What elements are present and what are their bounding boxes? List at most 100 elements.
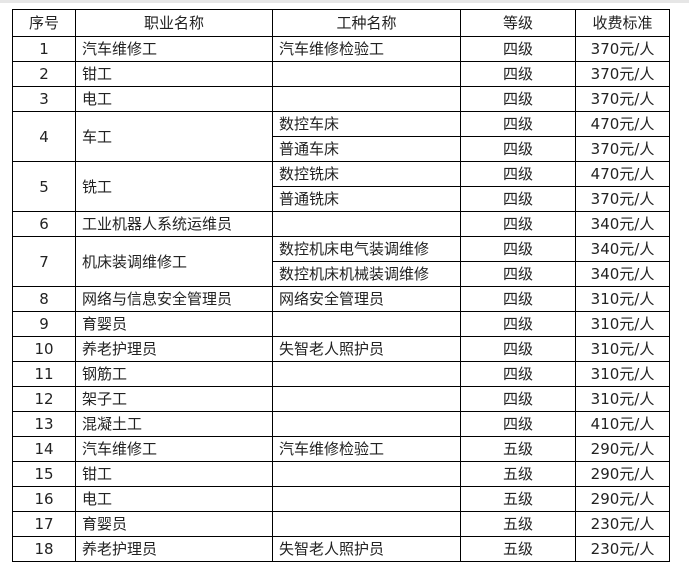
cell-type <box>272 486 461 512</box>
cell-job: 钳工 <box>75 461 273 487</box>
cell-no: 13 <box>12 411 76 437</box>
cell-fee: 310元/人 <box>575 336 670 362</box>
cell-job: 网络与信息安全管理员 <box>75 286 273 312</box>
cell-no: 11 <box>12 361 76 387</box>
table-row: 4 车工 数控车床 四级 470元/人 <box>12 111 670 162</box>
table-row: 1 汽车维修工 汽车维修检验工 四级 370元/人 <box>12 36 670 62</box>
table-row: 9 育婴员 四级 310元/人 <box>12 311 670 337</box>
table-row: 8 网络与信息安全管理员 网络安全管理员 四级 310元/人 <box>12 286 670 312</box>
cell-type: 普通铣床 <box>272 186 461 212</box>
table-row: 7 机床装调维修工 数控机床电气装调维修 四级 340元/人 <box>12 236 670 287</box>
cell-job: 育婴员 <box>75 511 273 537</box>
cell-job: 架子工 <box>75 386 273 412</box>
cell-fee: 470元/人 <box>575 111 670 137</box>
cell-job: 育婴员 <box>75 311 273 337</box>
cell-fee: 370元/人 <box>575 136 670 162</box>
table-row: 普通车床 四级 370元/人 <box>13 136 670 162</box>
cell-fee: 230元/人 <box>575 536 670 562</box>
header-fee: 收费标准 <box>575 9 670 37</box>
cell-type: 失智老人照护员 <box>272 336 461 362</box>
header-type: 工种名称 <box>272 9 461 37</box>
cell-type <box>272 211 461 237</box>
cell-type <box>272 361 461 387</box>
header-no: 序号 <box>12 9 76 37</box>
cell-level: 四级 <box>460 111 576 137</box>
cell-job: 汽车维修工 <box>75 36 273 62</box>
table-row: 5 铣工 数控铣床 四级 470元/人 <box>12 161 670 212</box>
cell-fee: 340元/人 <box>575 261 670 287</box>
table-row: 16 电工 五级 290元/人 <box>12 486 670 512</box>
cell-level: 四级 <box>460 336 576 362</box>
cell-level: 四级 <box>460 136 576 162</box>
cell-type: 汽车维修检验工 <box>272 36 461 62</box>
table-row: 6 工业机器人系统运维员 四级 340元/人 <box>12 211 670 237</box>
cell-no: 17 <box>12 511 76 537</box>
cell-type: 网络安全管理员 <box>272 286 461 312</box>
table-row: 数控机床机械装调维修 四级 340元/人 <box>13 261 670 287</box>
table-row: 2 钳工 四级 370元/人 <box>12 61 670 87</box>
cell-type: 数控铣床 <box>272 161 461 187</box>
cell-level: 四级 <box>460 236 576 262</box>
cell-level: 五级 <box>460 436 576 462</box>
cell-fee: 370元/人 <box>575 61 670 87</box>
cell-level: 四级 <box>460 261 576 287</box>
cell-fee: 340元/人 <box>575 236 670 262</box>
cell-fee: 370元/人 <box>575 186 670 212</box>
cell-level: 四级 <box>460 311 576 337</box>
cell-type: 数控机床机械装调维修 <box>272 261 461 287</box>
cell-level: 五级 <box>460 511 576 537</box>
cell-job: 电工 <box>75 86 273 112</box>
cell-type <box>272 411 461 437</box>
header-level: 等级 <box>460 9 576 37</box>
cell-fee: 310元/人 <box>575 361 670 387</box>
cell-fee: 310元/人 <box>575 311 670 337</box>
cell-level: 四级 <box>460 411 576 437</box>
cell-no: 12 <box>12 386 76 412</box>
cell-level: 四级 <box>460 36 576 62</box>
cell-job: 铣工 <box>75 161 273 212</box>
cell-fee: 290元/人 <box>575 461 670 487</box>
table-row: 17 育婴员 五级 230元/人 <box>12 511 670 537</box>
table-row: 普通铣床 四级 370元/人 <box>13 186 670 212</box>
header-row: 序号 职业名称 工种名称 等级 收费标准 <box>12 9 670 37</box>
table-row: 13 混凝土工 四级 410元/人 <box>12 411 670 437</box>
cell-type: 数控车床 <box>272 111 461 137</box>
cell-fee: 410元/人 <box>575 411 670 437</box>
cell-type: 普通车床 <box>272 136 461 162</box>
cell-job: 电工 <box>75 486 273 512</box>
cell-level: 五级 <box>460 486 576 512</box>
cell-type: 汽车维修检验工 <box>272 436 461 462</box>
cell-job: 钳工 <box>75 61 273 87</box>
cell-type <box>272 461 461 487</box>
cell-fee: 370元/人 <box>575 86 670 112</box>
cell-level: 四级 <box>460 186 576 212</box>
table-row: 11 钢筋工 四级 310元/人 <box>12 361 670 387</box>
cell-job: 养老护理员 <box>75 336 273 362</box>
cell-level: 四级 <box>460 211 576 237</box>
cell-job: 工业机器人系统运维员 <box>75 211 273 237</box>
cell-level: 四级 <box>460 361 576 387</box>
header-job: 职业名称 <box>75 9 273 37</box>
cell-level: 四级 <box>460 161 576 187</box>
cell-level: 五级 <box>460 461 576 487</box>
cell-type <box>272 511 461 537</box>
cell-no: 14 <box>12 436 76 462</box>
cell-no: 16 <box>12 486 76 512</box>
cell-job: 汽车维修工 <box>75 436 273 462</box>
cell-type <box>272 386 461 412</box>
cell-level: 四级 <box>460 86 576 112</box>
cell-fee: 310元/人 <box>575 386 670 412</box>
cell-no: 6 <box>12 211 76 237</box>
cell-type <box>272 311 461 337</box>
cell-type <box>272 86 461 112</box>
cell-fee: 470元/人 <box>575 161 670 187</box>
cell-job: 钢筋工 <box>75 361 273 387</box>
cell-job: 车工 <box>75 111 273 162</box>
cell-type: 数控机床电气装调维修 <box>272 236 461 262</box>
cell-fee: 290元/人 <box>575 436 670 462</box>
cell-job: 混凝土工 <box>75 411 273 437</box>
cell-no: 3 <box>12 86 76 112</box>
table-row: 14 汽车维修工 汽车维修检验工 五级 290元/人 <box>12 436 670 462</box>
cell-level: 四级 <box>460 286 576 312</box>
top-border <box>0 0 689 3</box>
